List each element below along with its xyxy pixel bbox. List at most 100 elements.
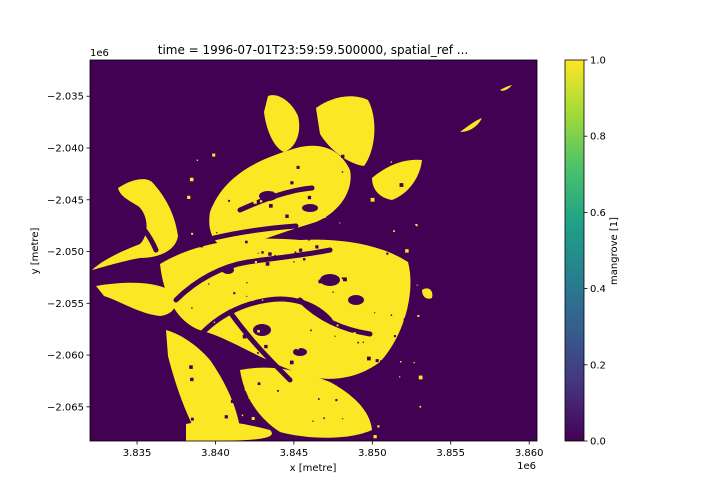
raster-speckle bbox=[212, 153, 216, 157]
raster-speckle bbox=[256, 352, 259, 354]
raster-speckle bbox=[244, 388, 248, 391]
raster-speckle bbox=[412, 225, 417, 229]
raster-speckle bbox=[375, 359, 379, 363]
mangrove-patch bbox=[264, 95, 300, 152]
raster-speckle bbox=[246, 295, 248, 297]
channel bbox=[211, 223, 299, 241]
colorbar-tick-label: 0.8 bbox=[590, 132, 606, 143]
raster-speckle bbox=[373, 435, 377, 439]
channel-gap bbox=[320, 274, 340, 286]
y-offset-label: 1e6 bbox=[90, 48, 109, 59]
colorbar-tick-label: 0.6 bbox=[590, 208, 606, 219]
raster-speckle bbox=[250, 297, 255, 301]
y-tick-label: −2.045 bbox=[47, 195, 84, 206]
raster-speckle bbox=[384, 302, 387, 305]
raster-speckle bbox=[290, 181, 294, 185]
raster-speckle bbox=[372, 357, 376, 361]
raster-speckle bbox=[303, 258, 306, 261]
y-axis: −2.035 −2.040 −2.045 −2.050 −2.055 −2.060 −2.0… bbox=[47, 92, 90, 413]
raster-speckle bbox=[272, 191, 274, 193]
raster-speckle bbox=[418, 375, 423, 380]
mangrove-patch bbox=[160, 238, 411, 379]
raster-speckle bbox=[269, 204, 273, 208]
raster-speckle bbox=[341, 277, 344, 280]
x-tick-label: 3.860 bbox=[515, 448, 544, 459]
chart-title: time = 1996-07-01T23:59:59.500000, spati… bbox=[158, 43, 469, 57]
channel-gap bbox=[259, 191, 277, 201]
colorbar-tick-label: 0.2 bbox=[590, 360, 606, 371]
y-tick-label: −2.060 bbox=[47, 351, 84, 362]
x-tick-label: 3.850 bbox=[358, 448, 387, 459]
raster-speckle bbox=[197, 185, 199, 187]
raster-speckle bbox=[233, 191, 236, 194]
mangrove-patch bbox=[209, 145, 351, 250]
raster-speckle bbox=[377, 425, 380, 428]
raster-speckle bbox=[318, 279, 323, 284]
raster-speckle bbox=[317, 169, 321, 173]
raster-speckle bbox=[304, 151, 306, 154]
raster-speckle bbox=[305, 201, 308, 204]
raster-speckle bbox=[265, 162, 269, 167]
raster-speckle bbox=[279, 436, 283, 440]
raster-speckle bbox=[314, 191, 319, 196]
raster-speckle bbox=[330, 364, 334, 368]
raster-speckle bbox=[317, 398, 320, 400]
raster-speckle bbox=[324, 351, 329, 355]
raster-speckle bbox=[323, 417, 325, 419]
y-tick-label: −2.055 bbox=[47, 299, 84, 310]
raster-speckle bbox=[191, 232, 194, 235]
raster-speckle bbox=[274, 421, 276, 424]
raster-speckle bbox=[203, 381, 206, 384]
raster-speckle bbox=[416, 284, 418, 286]
raster-speckle bbox=[189, 177, 194, 182]
raster-speckle bbox=[395, 301, 397, 304]
raster-speckle bbox=[339, 222, 341, 224]
raster-speckle bbox=[400, 361, 402, 363]
raster-speckle bbox=[187, 195, 191, 199]
raster-speckle bbox=[304, 165, 306, 167]
channel-gap bbox=[293, 348, 307, 356]
raster-speckle bbox=[264, 344, 268, 349]
raster-speckle bbox=[213, 321, 216, 324]
channel bbox=[227, 309, 293, 383]
mangrove-patch bbox=[186, 421, 272, 441]
raster-speckle bbox=[199, 243, 204, 248]
raster-speckle bbox=[196, 159, 199, 161]
raster-speckle bbox=[266, 362, 270, 366]
raster-speckle bbox=[301, 242, 303, 245]
raster-speckle bbox=[252, 170, 256, 173]
raster-speckle bbox=[285, 214, 289, 218]
y-axis-label: y [metre] bbox=[30, 228, 41, 275]
raster-speckle bbox=[332, 385, 337, 390]
raster-speckle bbox=[341, 171, 344, 173]
raster-speckle bbox=[259, 200, 263, 203]
raster-speckle bbox=[342, 418, 344, 420]
raster-speckle bbox=[354, 355, 358, 359]
raster-speckle bbox=[353, 332, 356, 335]
raster-speckle bbox=[254, 261, 257, 264]
mangrove-patch bbox=[422, 288, 433, 299]
raster-speckle bbox=[405, 249, 409, 253]
raster-speckle bbox=[343, 277, 347, 282]
raster-speckle bbox=[261, 299, 264, 301]
raster-speckle bbox=[393, 268, 396, 271]
y-tick-label: −2.040 bbox=[47, 144, 84, 155]
raster-speckle bbox=[316, 399, 319, 402]
raster-speckle bbox=[241, 414, 244, 417]
raster-speckle bbox=[322, 214, 326, 219]
raster-speckle bbox=[230, 399, 235, 403]
raster-speckle bbox=[218, 200, 221, 202]
colorbar-label: mangrove [1] bbox=[609, 217, 620, 285]
raster-speckle bbox=[216, 232, 218, 234]
raster-speckle bbox=[417, 314, 420, 317]
raster-speckle bbox=[293, 331, 296, 334]
raster-speckle bbox=[334, 335, 336, 337]
raster-speckle bbox=[189, 427, 193, 430]
colorbar-bar bbox=[564, 59, 585, 442]
raster-speckle bbox=[238, 156, 242, 160]
raster-speckle bbox=[309, 246, 313, 251]
raster-speckle bbox=[224, 415, 228, 419]
channel bbox=[173, 247, 333, 303]
raster-speckle bbox=[390, 161, 393, 163]
raster-speckle bbox=[257, 382, 261, 386]
